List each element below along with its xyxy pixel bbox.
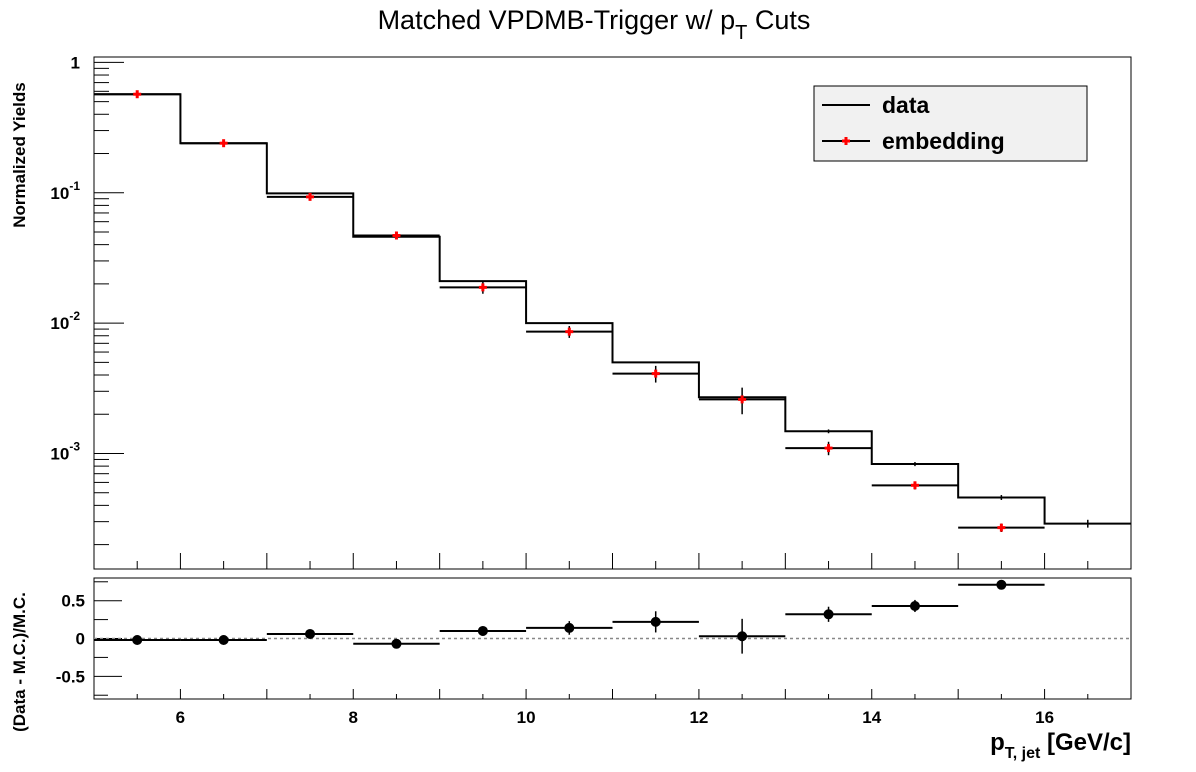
title-subscript: T (735, 22, 747, 44)
bottom-y-tick-label: -0.5 (56, 667, 85, 686)
ratio-point (218, 635, 229, 646)
bottom-y-tick-label: 0.5 (61, 592, 85, 611)
x-axis-label: pT, jet [GeV/c] (990, 729, 1131, 762)
title-main: Matched VPDMB-Trigger w/ p (378, 5, 736, 35)
legend-box (813, 85, 1088, 162)
top-y-tick-label: 1 (71, 53, 80, 72)
legend-label-embedding: embedding (882, 128, 1005, 154)
y-tick-base: 1 (71, 53, 80, 72)
x-tick-label: 16 (1035, 708, 1054, 727)
top-panel: 110-110-210-3 Normalized Yields data emb… (10, 53, 1132, 570)
top-panel-marks (94, 90, 1131, 532)
y-tick-base: 10 (50, 314, 69, 333)
bottom-y-axis-label: (Data - M.C.)/M.C. (10, 592, 29, 732)
ratio-point (564, 622, 575, 633)
top-y-axis-label: Normalized Yields (10, 82, 29, 228)
title-tail: Cuts (747, 5, 810, 35)
ratio-point (305, 628, 316, 639)
x-tick-label: 10 (517, 708, 536, 727)
bottom-panel-marks (94, 579, 1131, 654)
y-tick-exponent: -1 (69, 179, 80, 193)
chart-title: Matched VPDMB-Trigger w/ pT Cuts (378, 5, 811, 44)
legend-label-data: data (882, 92, 930, 118)
x-label-subscript: T, jet (1005, 745, 1041, 762)
ratio-point (996, 579, 1007, 590)
ratio-point (391, 638, 402, 649)
bottom-axis-ticks: 6 8 10 12 14 16 0.5 0 -0.5 (56, 581, 1132, 727)
x-label-tail: [GeV/c] (1040, 729, 1131, 756)
ratio-point (823, 609, 834, 620)
top-y-tick-label: 10-3 (50, 439, 80, 463)
top-y-tick-label: 10-2 (50, 309, 80, 333)
x-label-main: p (990, 729, 1005, 756)
ratio-point (132, 635, 143, 646)
ratio-point (477, 625, 488, 636)
top-axis-ticks: 110-110-210-3 (50, 53, 1132, 569)
x-tick-label: 14 (862, 708, 881, 727)
y-tick-base: 10 (50, 184, 69, 203)
ratio-point (650, 616, 661, 627)
x-tick-label: 12 (689, 708, 708, 727)
x-tick-label: 8 (349, 708, 358, 727)
bottom-y-tick-label: 0 (76, 630, 85, 649)
data-step-line (94, 93, 1131, 525)
x-tick-label: 6 (176, 708, 185, 727)
ratio-point (737, 631, 748, 642)
y-tick-exponent: -2 (69, 309, 80, 323)
bottom-panel: 6 8 10 12 14 16 0.5 0 -0.5 (Data - M.C.)/M.C. pT… (10, 577, 1132, 762)
ratio-point (909, 600, 920, 611)
top-y-tick-label: 10-1 (50, 179, 80, 203)
legend: data embedding (813, 85, 1088, 162)
y-tick-exponent: -3 (69, 439, 80, 453)
y-tick-base: 10 (50, 444, 69, 463)
